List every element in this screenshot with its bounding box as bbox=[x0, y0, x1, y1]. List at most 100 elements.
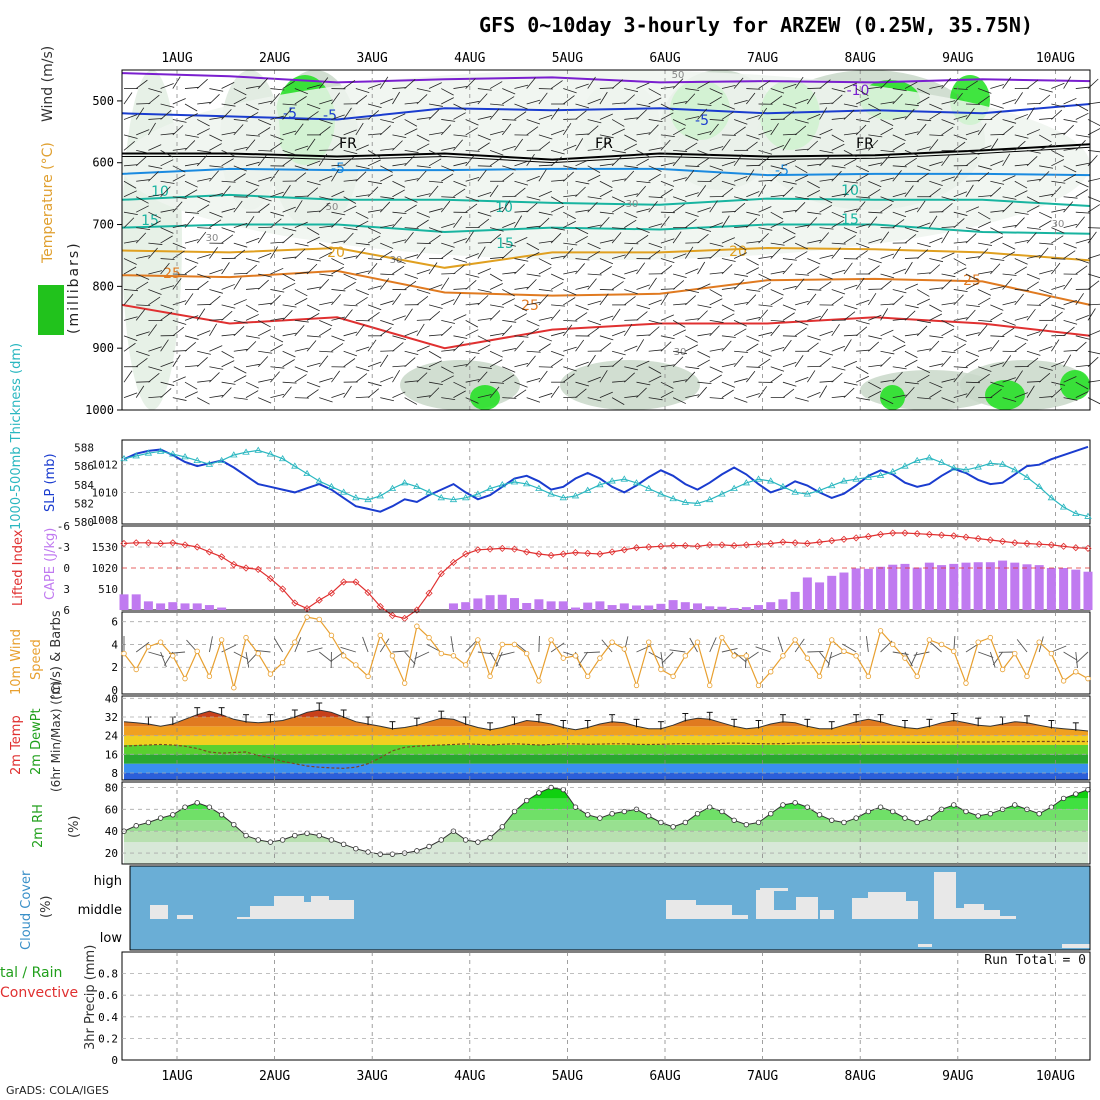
wind-barb bbox=[758, 309, 769, 321]
wind-barb bbox=[416, 143, 430, 151]
wind-barb bbox=[904, 359, 918, 368]
wind-barb bbox=[294, 347, 309, 352]
wind-barb bbox=[611, 204, 625, 213]
wind-marker bbox=[609, 639, 615, 645]
thickness-marker bbox=[974, 463, 982, 470]
wind-barb bbox=[319, 319, 333, 327]
surface-wind-barb bbox=[245, 651, 250, 668]
rh-tick: 20 bbox=[105, 847, 118, 860]
wind-barb bbox=[880, 356, 891, 368]
wind-barb bbox=[856, 223, 870, 229]
wind-barb bbox=[307, 210, 322, 213]
thickness-marker bbox=[693, 499, 702, 506]
cape-bar bbox=[729, 607, 739, 610]
wind-barb bbox=[892, 289, 907, 294]
wind-barb bbox=[855, 173, 869, 182]
wind-barb bbox=[1026, 357, 1039, 368]
temp-band bbox=[124, 763, 1088, 773]
wind-barb bbox=[733, 252, 747, 259]
wind-barb bbox=[892, 335, 906, 343]
wind-barb bbox=[990, 84, 1004, 89]
rh-marker bbox=[1012, 802, 1018, 808]
wind-barb bbox=[770, 373, 783, 383]
thickness-marker bbox=[706, 495, 714, 503]
wind-barb bbox=[197, 254, 211, 259]
li-marker bbox=[791, 539, 799, 547]
wind-barb bbox=[441, 97, 454, 105]
wind-barb bbox=[892, 116, 907, 120]
wind-barb bbox=[904, 131, 919, 136]
wind-barb bbox=[441, 375, 454, 383]
wind-barb bbox=[135, 357, 148, 368]
wind-barb bbox=[721, 161, 736, 167]
wind-barb bbox=[160, 311, 173, 321]
wind-barb bbox=[746, 258, 759, 266]
wind-barb bbox=[1051, 150, 1064, 158]
rh-shade bbox=[560, 360, 700, 410]
wind-barb bbox=[477, 371, 488, 383]
wind-barb bbox=[648, 124, 659, 136]
wind-barb bbox=[648, 88, 662, 96]
wind-barb bbox=[831, 366, 846, 371]
wind-barb bbox=[123, 92, 133, 105]
wind-barb bbox=[892, 366, 907, 370]
precip-tick: 0.6 bbox=[98, 989, 118, 1002]
rh-shade bbox=[1060, 370, 1090, 400]
wind-barb bbox=[904, 350, 918, 358]
wind-barb bbox=[917, 242, 931, 248]
wind-barb bbox=[257, 279, 269, 290]
wind-barb bbox=[453, 188, 466, 198]
wind-barb bbox=[624, 88, 639, 93]
wind-barb bbox=[1075, 238, 1090, 244]
wind-barb bbox=[624, 211, 638, 219]
rh-legend-swatch bbox=[38, 285, 64, 335]
wind-barb bbox=[148, 94, 160, 105]
surface-wind-barb bbox=[330, 651, 344, 662]
wind-barb bbox=[282, 310, 293, 321]
wind-barb bbox=[733, 279, 745, 290]
wind-barb bbox=[538, 267, 552, 275]
wind-barb bbox=[782, 209, 797, 213]
wind-barb bbox=[770, 289, 784, 296]
li-marker bbox=[364, 588, 372, 597]
wind-barb bbox=[672, 280, 685, 290]
wind-barb bbox=[184, 315, 199, 321]
wind-barb bbox=[404, 204, 417, 213]
surface-wind-barb bbox=[807, 650, 824, 653]
wind-marker bbox=[133, 666, 139, 673]
wind-barb bbox=[1002, 242, 1016, 250]
wind-barb bbox=[282, 206, 296, 213]
surface-wind-barb bbox=[1016, 639, 1028, 653]
li-marker bbox=[864, 532, 872, 541]
wind-barb bbox=[1038, 247, 1049, 259]
surface-wind-barb bbox=[636, 645, 652, 653]
li-marker bbox=[840, 535, 848, 543]
wind-barb bbox=[526, 377, 541, 383]
rh-marker bbox=[841, 819, 847, 826]
wind-barb bbox=[685, 165, 700, 167]
wind-barb bbox=[209, 318, 224, 321]
wind-barb bbox=[172, 300, 187, 306]
wind-barb bbox=[733, 355, 744, 367]
wind-barb bbox=[636, 311, 648, 321]
wind-barb bbox=[172, 201, 183, 213]
wind-barb bbox=[233, 97, 247, 105]
wind-barb bbox=[428, 109, 440, 120]
wind-barb bbox=[197, 350, 211, 355]
wind-barb bbox=[575, 209, 590, 213]
wind-barb bbox=[416, 170, 427, 182]
wind-marker bbox=[682, 653, 689, 659]
thickness-marker bbox=[132, 452, 140, 459]
wind-barb bbox=[855, 124, 867, 136]
wind-barb bbox=[331, 240, 346, 244]
wind-barb bbox=[440, 277, 450, 290]
wind-barb bbox=[160, 339, 169, 352]
wind-barb bbox=[538, 190, 552, 198]
li-marker bbox=[1023, 539, 1031, 548]
wind-barb bbox=[648, 299, 662, 306]
wind-barb bbox=[331, 392, 345, 399]
wind-barb bbox=[489, 350, 503, 358]
wind-barb bbox=[514, 340, 524, 352]
wind-barb bbox=[990, 312, 1003, 321]
wind-barb bbox=[990, 160, 1004, 167]
